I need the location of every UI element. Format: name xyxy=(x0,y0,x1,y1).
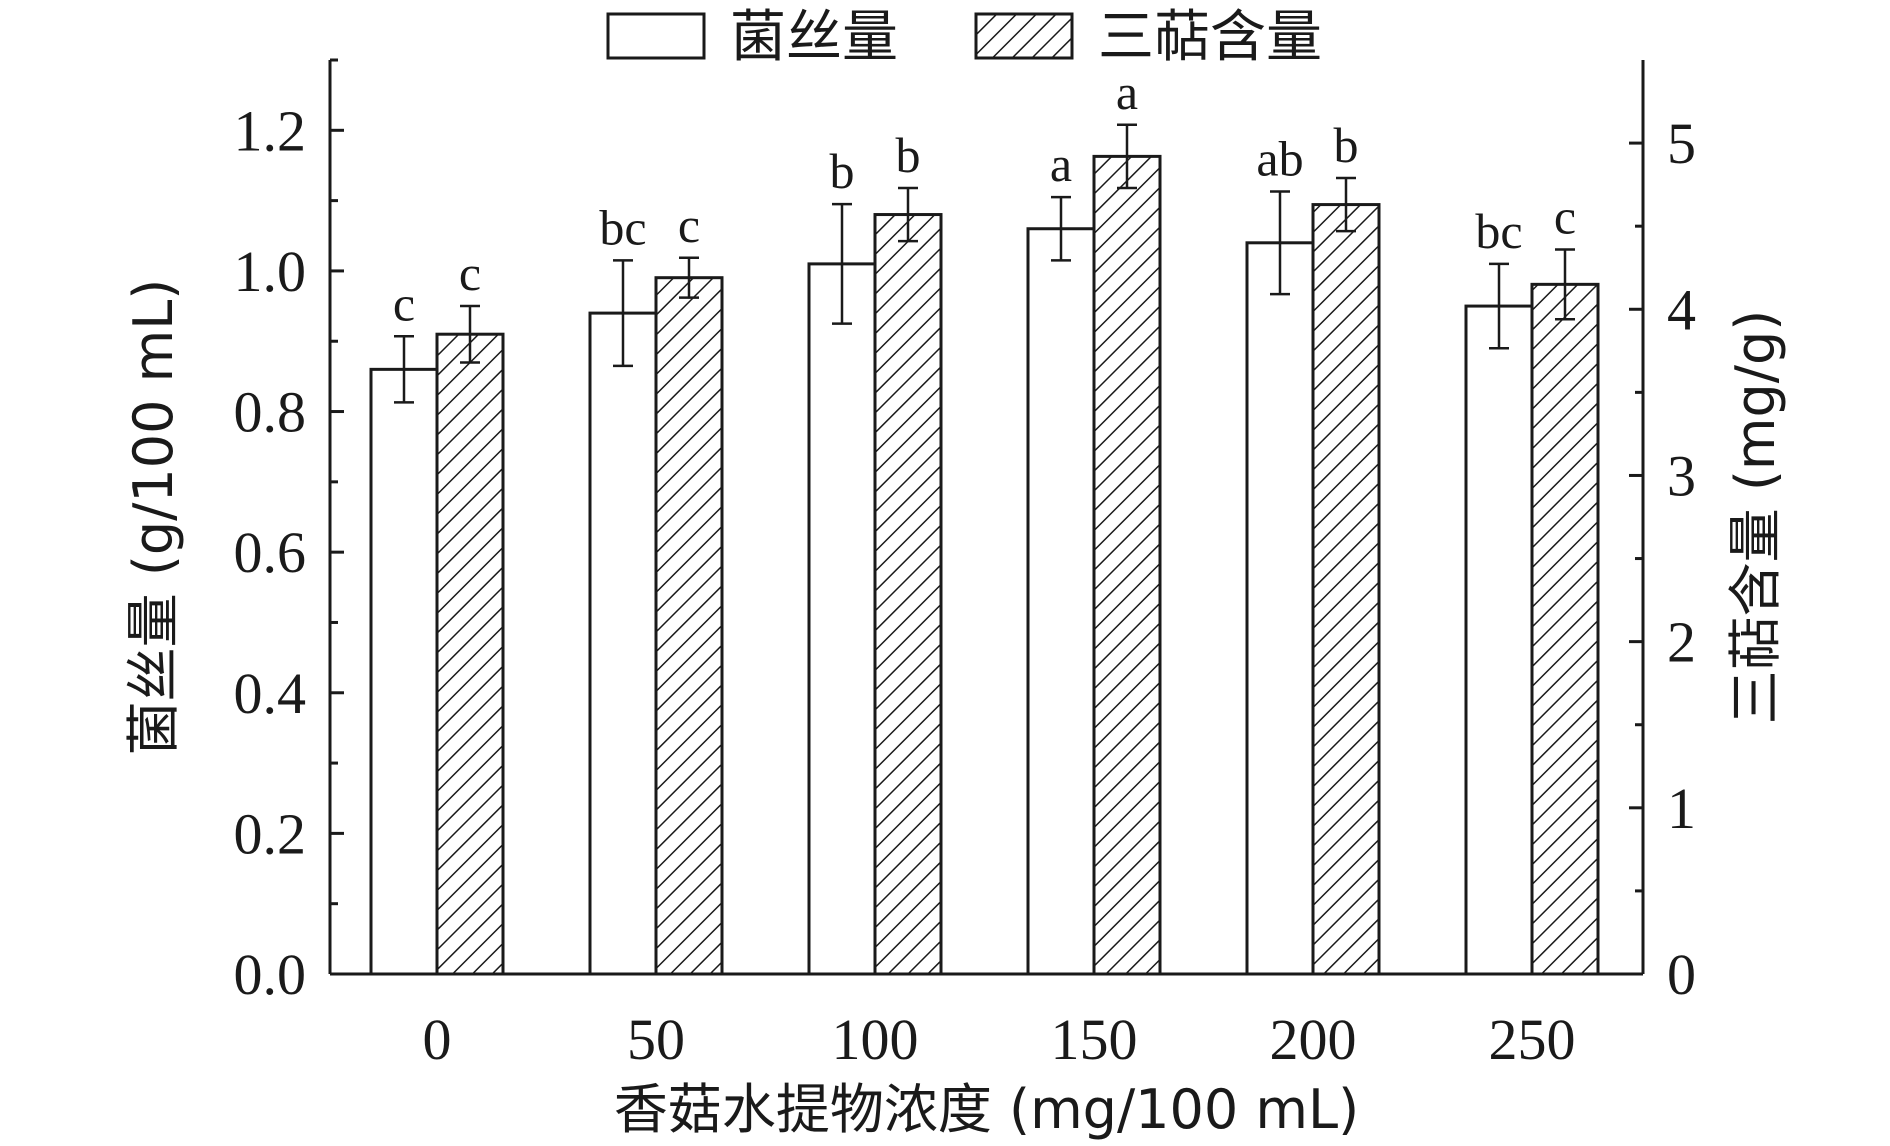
bar-mycelium xyxy=(1245,241,1315,976)
left-y-axis-title: 菌丝量 (g/100 mL) xyxy=(122,279,185,756)
legend: 菌丝量 三萜含量 xyxy=(606,5,1322,70)
x-tick-label: 100 xyxy=(832,1007,919,1072)
significance-label: bc xyxy=(1475,203,1522,259)
x-tick-label: 150 xyxy=(1051,1007,1138,1072)
bar-mycelium xyxy=(1464,304,1534,976)
bar-triterpene xyxy=(1530,282,1600,976)
legend-swatch-mycelium xyxy=(606,12,706,60)
bar-triterpene xyxy=(1092,154,1162,976)
bar-triterpene xyxy=(435,332,505,976)
significance-label: ab xyxy=(1256,130,1303,186)
significance-label: a xyxy=(1050,136,1072,192)
left-y-tick-label: 1.2 xyxy=(234,98,307,163)
bar-triterpene xyxy=(873,213,943,976)
significance-label: bc xyxy=(599,199,646,255)
x-tick-label: 0 xyxy=(423,1007,452,1072)
significance-label: c xyxy=(678,197,700,253)
x-tick-label: 50 xyxy=(627,1007,685,1072)
left-y-tick-label: 0.6 xyxy=(234,520,307,585)
bar-mycelium xyxy=(369,367,439,976)
bar-mycelium xyxy=(807,262,877,976)
right-y-tick-label: 5 xyxy=(1667,111,1696,176)
significance-label: c xyxy=(393,275,415,331)
significance-label: b xyxy=(896,127,921,183)
bar-mycelium xyxy=(1026,227,1096,976)
significance-label: c xyxy=(459,245,481,301)
right-y-tick-label: 4 xyxy=(1667,277,1696,342)
significance-label: b xyxy=(1334,117,1359,173)
significance-label: b xyxy=(830,143,855,199)
right-y-axis-title: 三萜含量 (mg/g) xyxy=(1724,310,1787,725)
legend-label-triterpene: 三萜含量 xyxy=(1098,5,1322,70)
significance-label: a xyxy=(1116,64,1138,120)
left-y-tick-label: 0.0 xyxy=(234,942,307,1007)
left-y-tick-label: 0.2 xyxy=(234,801,307,866)
x-tick-label: 250 xyxy=(1489,1007,1576,1072)
right-y-tick-label: 0 xyxy=(1667,942,1696,1007)
left-y-tick-label: 0.8 xyxy=(234,380,307,445)
left-y-tick-label: 0.4 xyxy=(234,661,307,726)
bar-mycelium xyxy=(588,311,658,976)
x-tick-label: 200 xyxy=(1270,1007,1357,1072)
significance-label: c xyxy=(1554,188,1576,244)
bar-triterpene xyxy=(654,276,724,976)
bar-triterpene xyxy=(1311,203,1381,976)
right-y-tick-label: 2 xyxy=(1667,610,1696,675)
x-axis-title: 香菇水提物浓度 (mg/100 mL) xyxy=(614,1078,1359,1141)
right-y-tick-label: 3 xyxy=(1667,443,1696,508)
right-y-tick-label: 1 xyxy=(1667,776,1696,841)
left-y-tick-label: 1.0 xyxy=(234,239,307,304)
legend-label-mycelium: 菌丝量 xyxy=(730,5,898,70)
legend-swatch-triterpene xyxy=(974,12,1074,60)
